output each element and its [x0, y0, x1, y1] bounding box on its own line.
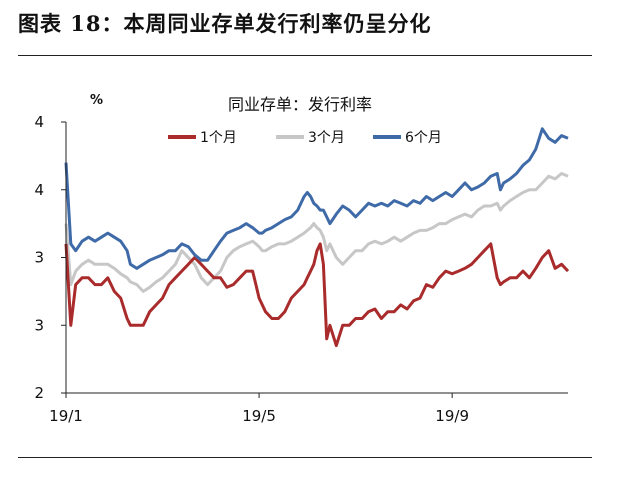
series-line-2 [64, 172, 569, 293]
chart-title: 同业存单：发行利率 [228, 95, 372, 114]
y-tick-label: 3 [34, 316, 44, 334]
x-axis-ticks: 19/1 19/5 19/9 [49, 393, 469, 425]
legend-item-6m: 6个月 [373, 130, 442, 146]
y-tick-label: 2 [34, 384, 44, 402]
plot-series [64, 127, 570, 348]
bottom-rule [18, 457, 592, 458]
legend: 1个月 3个月 6个月 [168, 130, 442, 146]
legend-label-3m: 3个月 [308, 130, 345, 146]
series-line-1 [64, 242, 570, 348]
legend-label-6m: 6个月 [405, 130, 442, 146]
x-tick-label: 19/5 [242, 407, 276, 425]
top-rule [18, 55, 592, 56]
legend-item-3m: 3个月 [276, 130, 345, 146]
x-tick-label: 19/9 [435, 407, 469, 425]
series-line-3 [64, 127, 569, 270]
y-axis-ticks: 2 3 3 4 4 [34, 113, 66, 402]
x-tick-label: 19/1 [49, 407, 83, 425]
y-unit-label: % [90, 93, 103, 108]
y-tick-label: 4 [34, 181, 44, 199]
legend-label-1m: 1个月 [200, 130, 237, 146]
legend-item-1m: 1个月 [168, 130, 237, 146]
y-tick-label: 3 [34, 249, 44, 267]
figure-title: 图表 18：本周同业存单发行利率仍呈分化 [18, 11, 432, 36]
y-tick-label: 4 [34, 113, 44, 131]
